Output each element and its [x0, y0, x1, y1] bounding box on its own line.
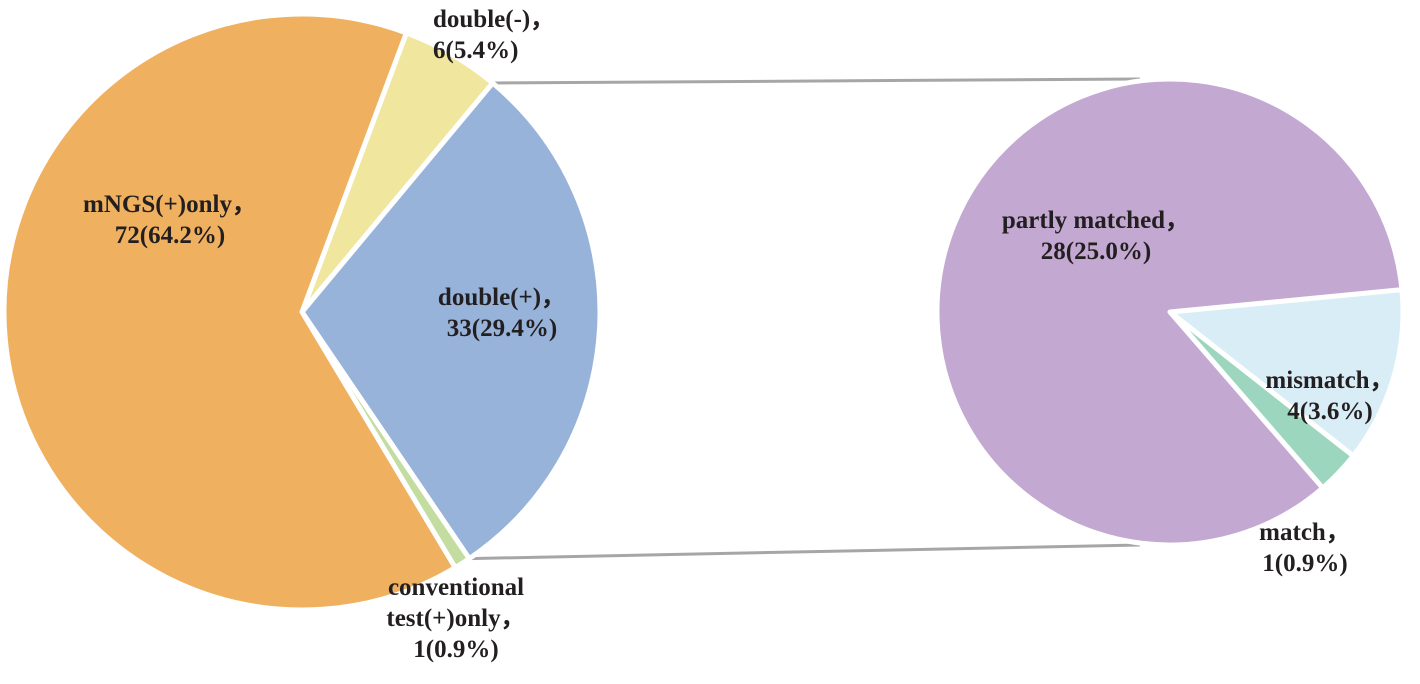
- label-partly-matched: partly matched， 28(25.0%): [1002, 207, 1190, 265]
- slice-mismatch: [1167, 287, 1406, 459]
- label-line: 1(0.9%): [1262, 550, 1347, 577]
- label-line: double(-)，: [433, 6, 555, 33]
- slice-double: [299, 80, 603, 562]
- label-conventional-test-only: conventional test(+)only， 1(0.9%): [386, 574, 525, 663]
- label-line: test(+)only，: [386, 605, 525, 632]
- sub-pie: [934, 76, 1406, 548]
- connector-line-top: [492, 77, 1141, 85]
- label-mngs-only: mNGS(+)only， 72(64.2%): [83, 191, 257, 249]
- label-line: 33(29.4%): [447, 315, 557, 342]
- label-line: 1(0.9%): [413, 636, 498, 663]
- label-match: match， 1(0.9%): [1259, 519, 1351, 577]
- label-line: mismatch，: [1265, 367, 1394, 394]
- slice-partly-matched: [934, 76, 1405, 548]
- label-line: partly matched，: [1002, 207, 1190, 234]
- slice-mngs-only: [1, 11, 458, 613]
- label-mismatch: mismatch， 4(3.6%): [1265, 367, 1394, 425]
- label-line: mNGS(+)only，: [83, 191, 257, 218]
- label-line: 28(25.0%): [1041, 238, 1151, 265]
- label-line: 72(64.2%): [115, 222, 225, 249]
- main-pie: [1, 11, 603, 613]
- label-line: double(+)，: [438, 284, 566, 311]
- label-line: conventional: [388, 574, 524, 601]
- label-line: 6(5.4%): [433, 37, 518, 64]
- label-double: double(-)， 6(5.4%): [433, 6, 555, 64]
- slice-labels: double(-)， 6(5.4%) double(+)， 33(29.4%) conv…: [83, 6, 1395, 663]
- label-line: 4(3.6%): [1287, 398, 1372, 425]
- connector-line-bottom: [469, 543, 1141, 561]
- label-double: double(+)， 33(29.4%): [438, 284, 566, 342]
- label-line: match，: [1259, 519, 1351, 546]
